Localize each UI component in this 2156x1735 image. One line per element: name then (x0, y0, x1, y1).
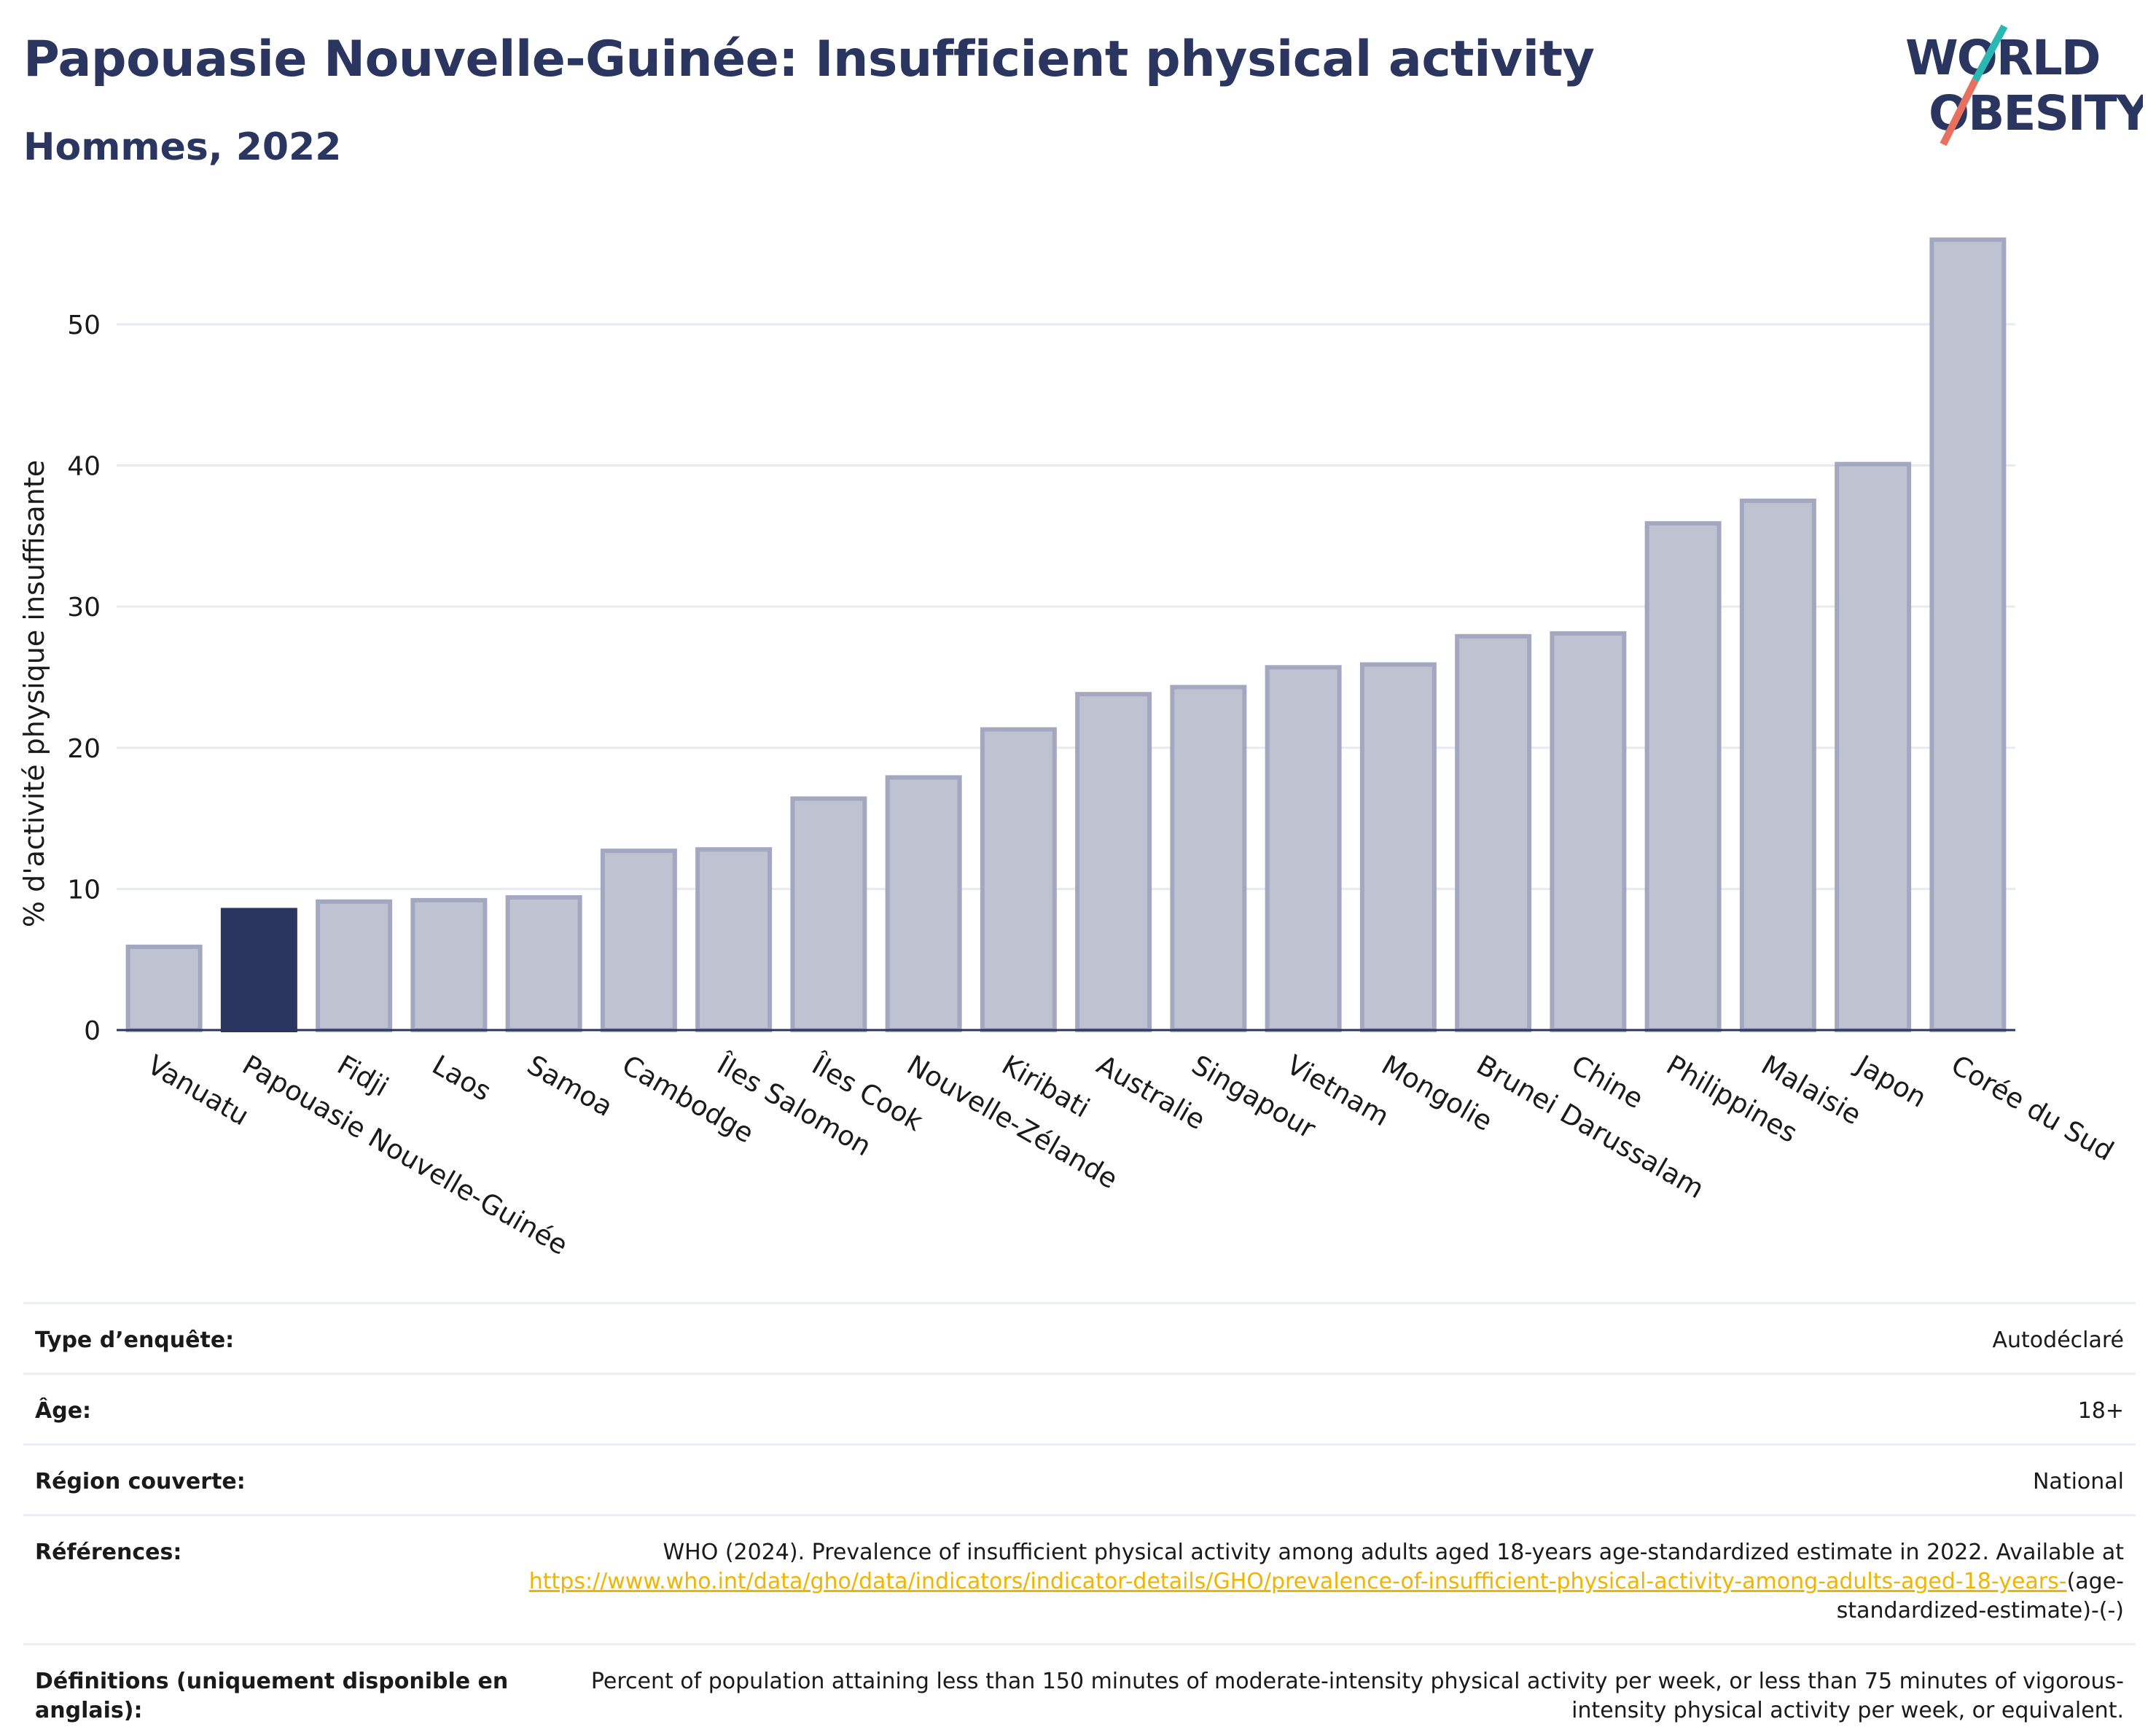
y-tick-label: 50 (67, 311, 101, 340)
bar (600, 849, 677, 1032)
bar (1929, 237, 2007, 1033)
x-tick-label: Samoa (522, 1049, 618, 1123)
bar (1170, 685, 1247, 1032)
chart-title: Papouasie Nouvelle-Guinée: Insufficient … (23, 31, 1595, 88)
info-row-age: Âge: 18+ (23, 1373, 2136, 1445)
x-tick-label: Vanuatu (142, 1049, 254, 1132)
bars (125, 237, 2007, 1033)
references-value: WHO (2024). Prevalence of insufficient p… (516, 1516, 2136, 1645)
y-tick-label: 30 (67, 593, 101, 623)
x-tick-label: Corée du Sud (1946, 1049, 2119, 1167)
bar (790, 796, 867, 1032)
bar (1644, 520, 1722, 1032)
info-label: Type d’enquête: (35, 1327, 235, 1353)
bar (1835, 461, 1912, 1032)
bar (695, 847, 773, 1033)
info-value: National (2032, 1469, 2124, 1494)
info-row-references: Références: WHO (2024). Prevalence of in… (23, 1515, 2136, 1645)
references-text: WHO (2024). Prevalence of insufficient p… (663, 1540, 2124, 1565)
bar (1075, 692, 1152, 1032)
x-tick-label: Papouasie Nouvelle-Guinée (237, 1049, 573, 1261)
y-tick-label: 0 (84, 1016, 101, 1046)
references-link[interactable]: https://www.who.int/data/gho/data/indica… (528, 1569, 2067, 1594)
gridlines (117, 323, 2015, 890)
y-tick-label: 40 (67, 452, 101, 482)
x-tick-label: Australie (1092, 1049, 1211, 1136)
info-value: Autodéclaré (1992, 1327, 2125, 1353)
info-label: Région couverte: (35, 1469, 246, 1494)
info-row-definitions: Définitions (uniquement disponible en an… (23, 1644, 2136, 1735)
bar (1455, 633, 1532, 1032)
bar (316, 899, 393, 1032)
bar (505, 894, 582, 1033)
y-tick-label: 10 (67, 875, 101, 905)
references-text-after: (age-standardized-estimate)-(-) (1836, 1569, 2124, 1623)
logo-slash-bottom (1940, 78, 1979, 147)
bar (980, 727, 1057, 1033)
y-axis-ticks: 0 10 20 30 40 50 (67, 311, 101, 1046)
bar (1550, 631, 1627, 1032)
bar (220, 908, 297, 1032)
chart-subtitle: Hommes, 2022 (23, 125, 342, 169)
bar (125, 944, 203, 1032)
logo-text-world: WORLD (1905, 30, 2100, 86)
logo-slash-top (1972, 24, 2008, 82)
world-obesity-logo: WORLD OBESITY (1905, 24, 2143, 147)
bar (1359, 662, 1437, 1032)
info-label: Définitions (uniquement disponible en an… (35, 1669, 509, 1723)
info-label: Âge: (35, 1398, 92, 1424)
y-axis-label: % d'activité physique insuffisante (18, 460, 50, 927)
info-row-survey-type: Type d’enquête: Autodéclaré (23, 1303, 2136, 1374)
x-tick-label: Laos (427, 1049, 496, 1107)
bar (1265, 665, 1342, 1032)
bar (1739, 498, 1816, 1032)
y-tick-label: 20 (67, 734, 101, 764)
x-tick-label: Îles Salomon (711, 1048, 877, 1163)
info-value: Percent of population attaining less tha… (590, 1669, 2124, 1723)
info-value: 18+ (2077, 1398, 2124, 1424)
info-label: Références: (35, 1540, 182, 1565)
info-row-region: Région couverte: National (23, 1444, 2136, 1516)
bar (410, 897, 488, 1033)
bar (885, 775, 962, 1032)
info-table: Type d’enquête: Autodéclaré Âge: 18+ Rég… (23, 1302, 2136, 1735)
x-tick-label: Fidji (332, 1049, 394, 1103)
